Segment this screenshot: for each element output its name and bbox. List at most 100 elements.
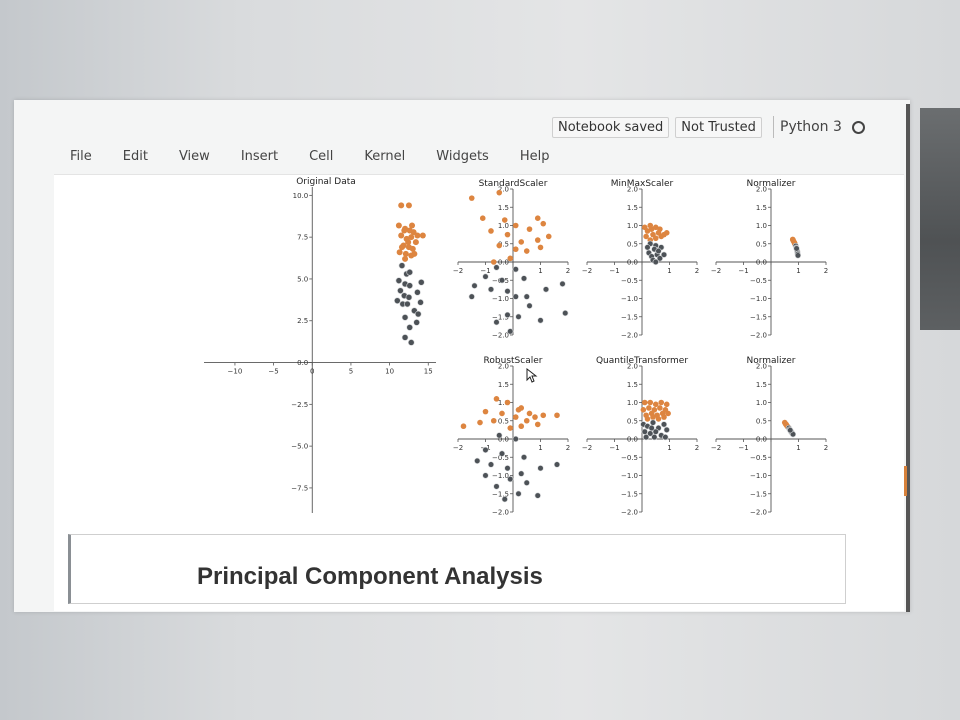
y-tick-label: 1.0	[756, 222, 767, 230]
menu-widgets[interactable]: Widgets	[436, 149, 489, 164]
scatter-point	[398, 244, 405, 251]
x-tick-label: −2	[711, 444, 721, 452]
scatter-point	[468, 293, 475, 300]
x-tick-label: 5	[349, 368, 353, 376]
scatter-point	[419, 232, 426, 239]
scatter-point	[401, 314, 409, 321]
y-tick-label: 1.5	[627, 381, 638, 389]
scatter-point	[414, 289, 421, 296]
background-panel	[920, 108, 960, 330]
x-tick-label: −2	[582, 444, 592, 452]
y-tick-label: −1.0	[750, 295, 767, 303]
scatter-point	[540, 412, 547, 419]
scatter-point	[477, 419, 483, 426]
scatter-point	[501, 496, 508, 503]
scatter-point	[655, 247, 662, 255]
scatter-point	[554, 412, 560, 419]
x-tick-label: 1	[796, 444, 800, 452]
window-edge	[906, 104, 910, 612]
menu-edit[interactable]: Edit	[122, 149, 148, 164]
y-tick-label: −0.5	[750, 454, 767, 462]
x-tick-label: −1	[609, 444, 619, 452]
scatter-point	[398, 202, 405, 209]
scatter-point	[401, 334, 409, 341]
y-tick-label: −2.0	[492, 332, 509, 340]
markdown-cell[interactable]: Principal Component Analysis	[68, 534, 846, 604]
mouse-cursor-icon	[526, 368, 538, 383]
scatter-point	[396, 249, 403, 256]
y-tick-label: −2.5	[291, 401, 308, 409]
menu-view[interactable]: View	[178, 149, 210, 164]
scatter-point	[460, 423, 467, 430]
menu-help[interactable]: Help	[519, 149, 550, 164]
y-tick-label: −1.5	[621, 490, 638, 498]
scatter-point	[665, 410, 671, 417]
menu-file[interactable]: File	[70, 149, 92, 164]
menu-kernel[interactable]: Kernel	[364, 149, 406, 164]
subplot-4: RobustScaler−2−1122.01.51.00.50.0−0.5−1.…	[453, 356, 570, 517]
subplot-title: MinMaxScaler	[611, 179, 674, 189]
scatter-point	[515, 407, 522, 413]
y-tick-label: 7.5	[297, 234, 308, 242]
scatter-point	[526, 226, 533, 232]
scatter-point	[652, 401, 659, 408]
subplot-6: Normalizer −2 −1 1 2 2.0 1.5 1.0 0.5 0.0 −0.5 −1.0 −…	[711, 356, 828, 517]
scatter-point	[787, 427, 794, 434]
y-tick-label: −1.0	[750, 472, 767, 480]
scatter-point	[493, 396, 500, 402]
scatter-point	[652, 258, 659, 266]
y-tick-label: 1.5	[498, 381, 509, 389]
scatter-point	[640, 407, 647, 413]
scatter-point	[540, 220, 547, 227]
x-tick-label: 2	[566, 444, 570, 452]
scatter-point	[559, 280, 566, 288]
menu-cell[interactable]: Cell	[309, 149, 334, 164]
y-tick-label: 2.0	[756, 363, 767, 371]
y-tick-label: 0.0	[756, 436, 767, 444]
y-tick-label: −2.0	[621, 332, 638, 340]
x-tick-label: −1	[609, 267, 619, 275]
scatter-point	[649, 419, 657, 426]
scatter-point	[562, 310, 569, 317]
scatter-point	[411, 250, 418, 257]
y-tick-label: 0.0	[498, 436, 509, 444]
y-tick-label: 5.0	[297, 275, 308, 283]
scatter-point	[512, 266, 519, 273]
menu-insert[interactable]: Insert	[240, 149, 279, 164]
scatter-point	[490, 417, 497, 424]
x-tick-label: 1	[538, 444, 542, 452]
x-tick-label: −1	[738, 444, 748, 452]
scrollbar-thumb[interactable]	[902, 466, 907, 496]
scatter-point	[537, 465, 544, 472]
x-tick-label: 1	[538, 267, 542, 275]
scatter-point	[488, 228, 494, 234]
y-tick-label: 2.0	[756, 186, 767, 194]
scatter-point	[493, 264, 500, 271]
x-tick-label: −2	[453, 267, 463, 275]
trust-button[interactable]: Not Trusted	[675, 116, 762, 138]
scatter-point	[660, 421, 668, 428]
scatter-point	[504, 465, 511, 472]
scatter-point	[518, 470, 525, 477]
scatter-point	[394, 297, 401, 304]
scatter-point	[661, 414, 667, 420]
scatter-point	[414, 310, 422, 318]
scatter-point	[479, 215, 486, 221]
y-tick-label: −1.0	[492, 295, 509, 303]
subplot-title: RobustScaler	[484, 356, 543, 366]
scatter-point	[515, 313, 522, 320]
scatter-point	[652, 235, 659, 242]
y-tick-label: 1.5	[756, 204, 767, 212]
scatter-point	[794, 252, 802, 259]
y-tick-label: 0.0	[756, 259, 767, 267]
y-tick-label: 1.5	[756, 381, 767, 389]
scatter-point	[406, 282, 414, 289]
y-tick-label: 0.0	[297, 359, 308, 367]
scatter-point	[413, 319, 420, 326]
y-tick-label: 1.0	[498, 399, 509, 407]
scatter-point	[647, 399, 654, 406]
scatter-point	[663, 230, 670, 236]
subplot-title: QuantileTransformer	[596, 356, 688, 366]
scatter-point	[418, 278, 425, 286]
subplot-title: Normalizer	[746, 179, 795, 189]
